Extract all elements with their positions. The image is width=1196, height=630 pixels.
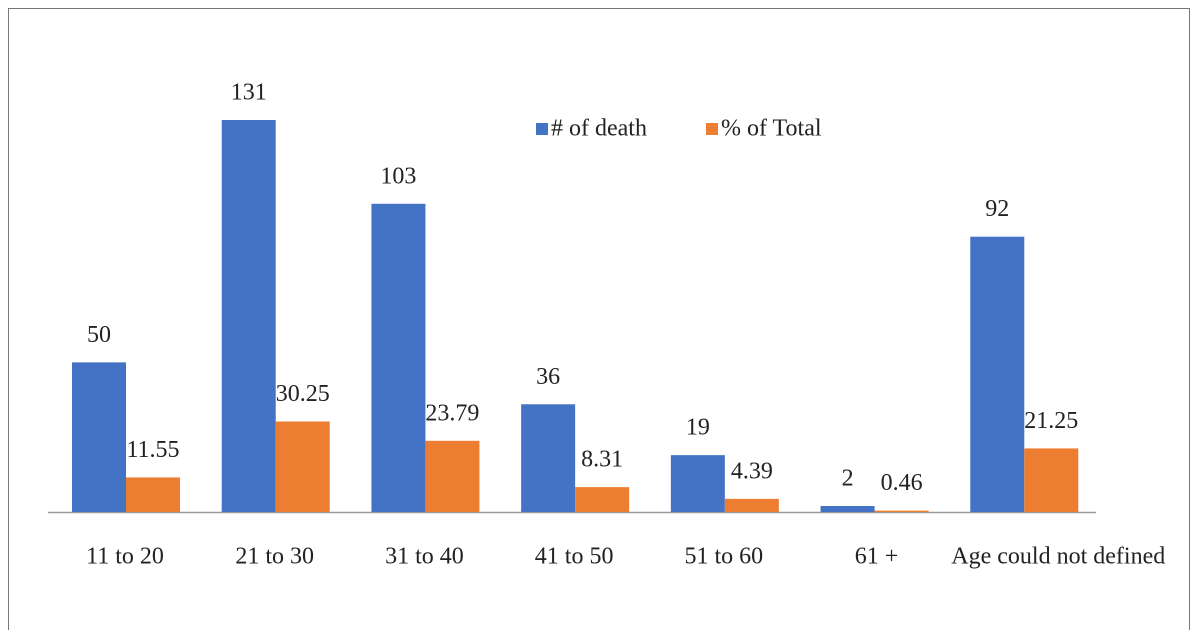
- value-label: 0.46: [881, 470, 923, 496]
- chart-frame: [8, 8, 1190, 630]
- bar: [425, 440, 480, 512]
- x-tick-label: 11 to 20: [86, 544, 164, 570]
- value-label: 23.79: [425, 400, 479, 426]
- bar: [521, 404, 576, 512]
- value-label: 103: [380, 163, 416, 189]
- bar: [275, 421, 330, 512]
- value-label: 4.39: [731, 458, 773, 484]
- value-label: 19: [686, 415, 710, 441]
- bar: [1024, 448, 1079, 512]
- x-tick-label: 51 to 60: [685, 544, 764, 570]
- value-label: 8.31: [581, 447, 623, 473]
- bar: [970, 236, 1025, 513]
- value-label: 92: [985, 196, 1009, 222]
- bar: [820, 506, 875, 512]
- bar: [874, 510, 929, 512]
- bar: [670, 455, 725, 512]
- x-tick-label: 21 to 30: [235, 544, 314, 570]
- legend-label: # of death: [551, 116, 647, 142]
- value-label: 50: [87, 322, 111, 348]
- value-label: 2: [842, 466, 854, 492]
- bar: [221, 120, 276, 512]
- x-tick-label: 61 +: [855, 544, 899, 570]
- bar: [371, 203, 426, 512]
- value-label: 131: [231, 80, 267, 106]
- x-tick-label: 31 to 40: [385, 544, 464, 570]
- value-label: 30.25: [276, 381, 330, 407]
- bar: [126, 477, 180, 512]
- value-label: 21.25: [1024, 408, 1078, 434]
- legend-label: % of Total: [721, 116, 822, 142]
- legend-swatch: [536, 123, 548, 135]
- x-tick-label: Age could not defined: [951, 544, 1165, 570]
- value-label: 36: [536, 364, 560, 390]
- bar: [72, 362, 126, 512]
- legend-swatch: [706, 123, 718, 135]
- bar: [575, 487, 630, 512]
- bar: [724, 498, 779, 512]
- x-tick-label: 41 to 50: [535, 544, 614, 570]
- value-label: 11.55: [126, 437, 179, 463]
